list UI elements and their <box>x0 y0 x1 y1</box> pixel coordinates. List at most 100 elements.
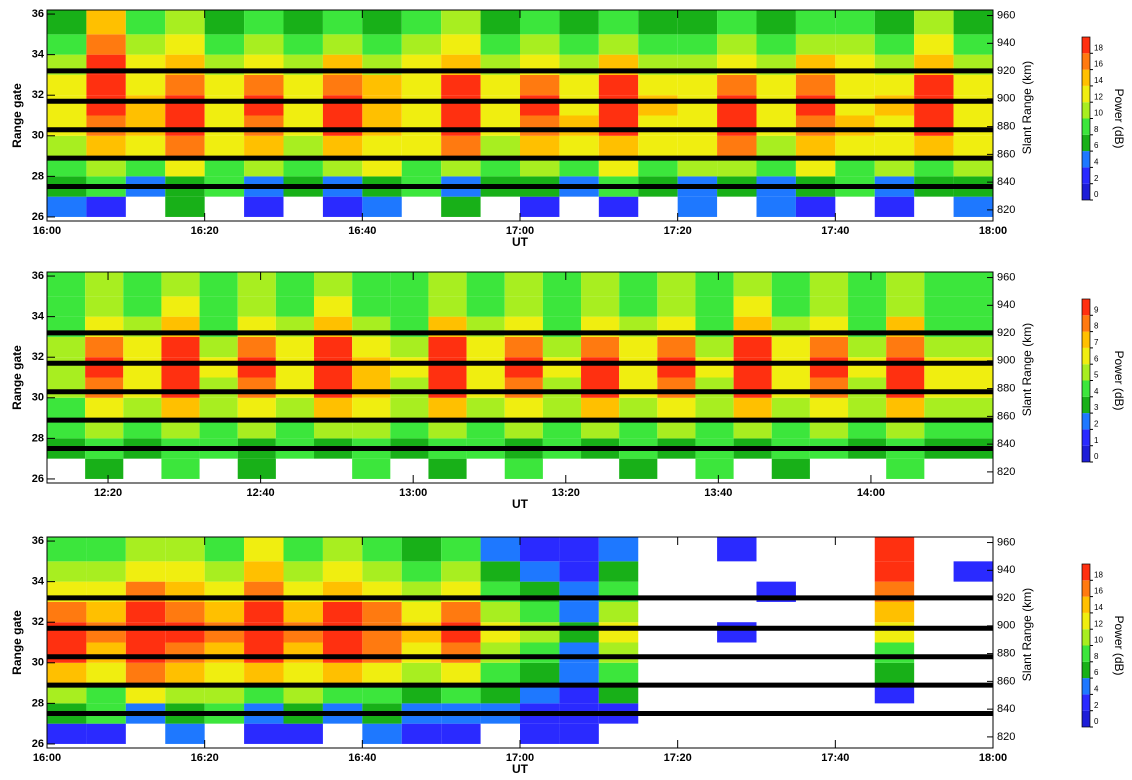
cell <box>619 418 658 439</box>
cell <box>848 418 887 439</box>
cell <box>733 418 772 439</box>
cell <box>283 561 323 582</box>
cell <box>161 418 200 439</box>
colorbar-tick-label: 0 <box>1094 190 1099 199</box>
cell <box>695 458 734 479</box>
cell <box>619 296 658 317</box>
cell <box>244 156 284 177</box>
cell <box>47 377 86 398</box>
cell <box>441 662 481 684</box>
colorbar-swatch <box>1082 678 1090 695</box>
cell <box>795 95 836 116</box>
cell <box>199 336 238 358</box>
cell <box>283 537 323 562</box>
cell <box>874 196 915 217</box>
cell <box>362 622 402 643</box>
colorbar-tick-label: 4 <box>1094 685 1099 694</box>
cell <box>835 115 875 136</box>
cell <box>244 683 284 704</box>
cell <box>717 537 757 562</box>
colorbar-swatch <box>1082 694 1090 711</box>
cell <box>695 357 734 378</box>
cell <box>204 537 245 562</box>
cell <box>314 418 353 439</box>
cell <box>322 561 363 582</box>
cell <box>598 74 639 96</box>
colorbar-tick-label: 16 <box>1094 60 1103 69</box>
colorbar-swatch <box>1082 299 1090 316</box>
cell <box>441 196 481 217</box>
cell <box>322 537 363 562</box>
cell <box>362 74 402 96</box>
cell <box>125 135 166 157</box>
cell <box>717 135 757 157</box>
y2-tick-label: 840 <box>997 703 1015 715</box>
cell <box>756 95 796 116</box>
colorbar-tick-label: 0 <box>1094 717 1099 726</box>
cell <box>86 95 126 116</box>
cell <box>244 537 284 562</box>
cell <box>322 74 363 96</box>
cell <box>85 296 124 317</box>
cell <box>559 537 599 562</box>
cell <box>362 34 402 55</box>
y2-tick-label: 820 <box>997 466 1015 478</box>
cell <box>47 156 87 177</box>
cell <box>848 272 887 297</box>
cell <box>771 377 810 398</box>
cell <box>480 10 520 35</box>
colorbar-tick-label: 2 <box>1094 174 1099 183</box>
cell <box>441 115 481 136</box>
cell <box>695 296 734 317</box>
cell <box>657 377 696 398</box>
cell <box>695 272 734 297</box>
cell <box>322 115 363 136</box>
cell <box>204 561 245 582</box>
colorbar-tick-label: 7 <box>1094 338 1099 347</box>
cell <box>598 561 639 582</box>
y-tick-label: 30 <box>32 392 44 404</box>
cell <box>559 135 599 157</box>
cell <box>874 74 915 96</box>
cell <box>47 642 87 663</box>
cell <box>733 336 772 358</box>
y-tick-label: 28 <box>32 432 44 444</box>
colorbar-tick-label: 14 <box>1094 603 1103 612</box>
cell <box>835 95 875 116</box>
cell <box>598 135 639 157</box>
cell <box>809 357 849 378</box>
cell <box>390 397 429 419</box>
cell <box>123 357 162 378</box>
cell <box>322 196 363 217</box>
cell <box>953 135 993 157</box>
cell <box>733 272 772 297</box>
cell <box>835 135 875 157</box>
cell <box>244 642 284 663</box>
cell <box>504 458 543 479</box>
cell <box>771 336 810 358</box>
cell <box>161 377 200 398</box>
cell <box>237 272 276 297</box>
cell <box>581 336 620 358</box>
cell <box>914 74 954 96</box>
cell <box>283 723 323 744</box>
cell <box>125 34 166 55</box>
colorbar-label: Power (dB) <box>1112 88 1126 148</box>
cell <box>657 296 696 317</box>
colorbar-tick-label: 4 <box>1094 387 1099 396</box>
y-tick-label: 32 <box>32 89 44 101</box>
cell <box>581 357 620 378</box>
cell <box>161 357 200 378</box>
cell <box>47 662 87 684</box>
cell <box>401 622 442 643</box>
cell <box>244 662 284 684</box>
cell <box>362 196 402 217</box>
cell <box>362 683 402 704</box>
cell <box>85 336 124 358</box>
colorbar-label: Power (dB) <box>1112 350 1126 410</box>
cell <box>362 537 402 562</box>
cell <box>480 95 520 116</box>
cell <box>244 723 284 744</box>
cell <box>47 196 87 217</box>
cell <box>677 10 718 35</box>
